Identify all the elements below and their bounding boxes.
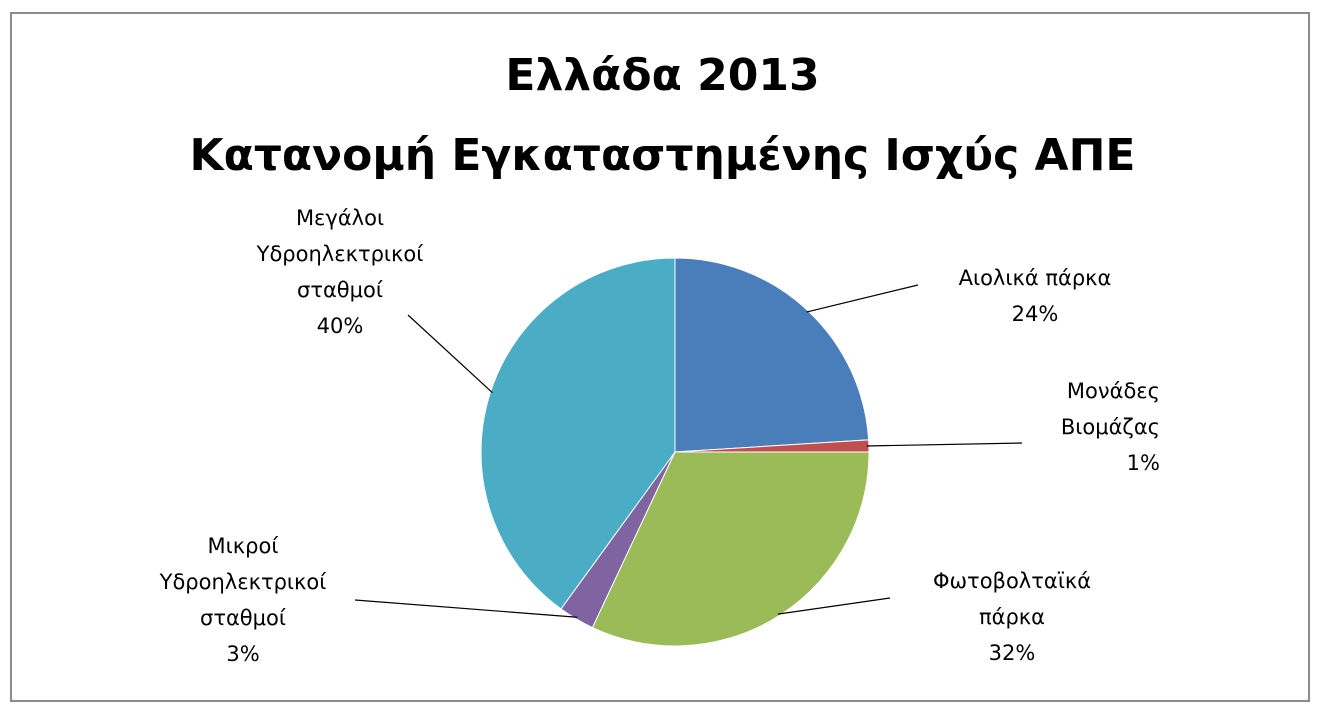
slice-name-label: σταθμοί: [297, 278, 383, 302]
slice-value-label: 32%: [989, 641, 1036, 665]
slice-label: Μικροί Υδροηλεκτρικοί σταθμοί 3%: [159, 534, 327, 666]
leader-line: [354, 599, 578, 618]
slice-label: Μονάδες Βιομάζας 1%: [1061, 379, 1160, 475]
slice-name-label: Μεγάλοι: [296, 206, 384, 230]
pie-slice: [480, 257, 676, 610]
slice-label: Αιολικά πάρκα 24%: [959, 266, 1112, 326]
pie-slice: [674, 257, 870, 453]
slice-name-label: Φωτοβολταϊκά: [933, 569, 1091, 593]
slice-name-label: Βιομάζας: [1061, 415, 1160, 439]
slice-name-label: πάρκα: [979, 605, 1045, 629]
slice-value-label: 3%: [226, 642, 259, 666]
slice-value-label: 40%: [317, 314, 364, 338]
chart-subtitle: Κατανομή Εγκαταστημένης Ισχύς ΑΠΕ: [189, 130, 1136, 181]
slice-name-label: Αιολικά πάρκα: [959, 266, 1112, 290]
chart-title: Ελλάδα 2013: [505, 50, 820, 101]
slice-name-label: σταθμοί: [200, 606, 286, 630]
leader-line: [866, 442, 1023, 447]
slice-value-label: 1%: [1127, 451, 1160, 475]
slice-label: Μεγάλοι Υδροηλεκτρικοί σταθμοί 40%: [256, 206, 424, 338]
slice-name-label: Μονάδες: [1067, 379, 1160, 403]
slice-name-label: Υδροηλεκτρικοί: [159, 570, 327, 594]
slice-name-label: Μικροί: [208, 534, 279, 558]
leader-line: [806, 284, 919, 313]
slice-value-label: 24%: [1012, 302, 1059, 326]
slice-label: Φωτοβολταϊκά πάρκα 32%: [933, 569, 1091, 665]
pie-slice: [591, 451, 870, 647]
leader-line: [777, 597, 891, 615]
slice-name-label: Υδροηλεκτρικοί: [256, 242, 424, 266]
leader-line: [407, 314, 493, 394]
